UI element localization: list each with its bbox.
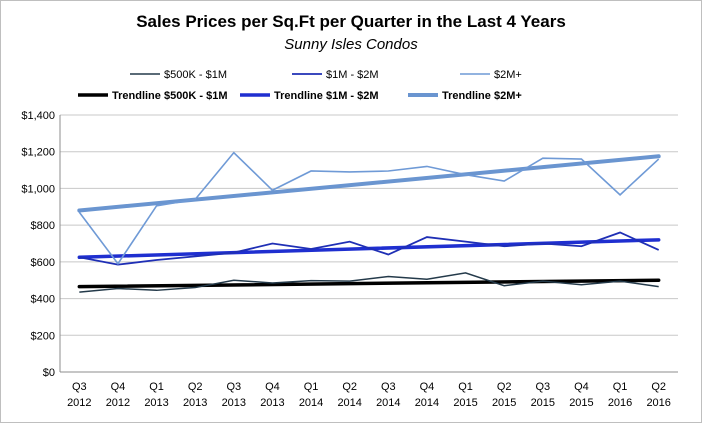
x-tick-label-year: 2015: [492, 397, 516, 409]
x-tick-label-quarter: Q3: [535, 381, 550, 393]
x-tick-label-quarter: Q2: [188, 381, 203, 393]
x-tick-label-quarter: Q1: [458, 381, 473, 393]
y-tick-label: $0: [43, 367, 55, 379]
x-tick-label-year: 2014: [376, 397, 400, 409]
x-tick-label-year: 2013: [260, 397, 284, 409]
x-tick-label-year: 2015: [453, 397, 477, 409]
legend-label: Trendline $1M - $2M: [274, 90, 379, 102]
x-tick-label-quarter: Q2: [497, 381, 512, 393]
x-tick-label-quarter: Q3: [381, 381, 396, 393]
x-tick-label-year: 2012: [106, 397, 130, 409]
y-tick-label: $600: [31, 257, 55, 269]
chart-subtitle: Sunny Isles Condos: [284, 36, 418, 53]
y-tick-label: $1,000: [21, 183, 55, 195]
x-tick-label-quarter: Q3: [72, 381, 87, 393]
legend-label: $500K - $1M: [164, 69, 227, 81]
x-tick-label-year: 2012: [67, 397, 91, 409]
x-tick-label-year: 2014: [299, 397, 323, 409]
chart-title: Sales Prices per Sq.Ft per Quarter in th…: [136, 12, 566, 31]
trendline: [77, 278, 661, 289]
x-tick-label-quarter: Q4: [574, 381, 589, 393]
x-tick-label-year: 2016: [608, 397, 632, 409]
series-line: [79, 231, 660, 266]
legend-label: Trendline $500K - $1M: [112, 90, 228, 102]
y-tick-label: $800: [31, 220, 55, 232]
x-tick-label-quarter: Q1: [613, 381, 628, 393]
x-tick-label-year: 2016: [646, 397, 670, 409]
x-tick-label-quarter: Q2: [342, 381, 357, 393]
x-tick-label-year: 2013: [222, 397, 246, 409]
x-tick-label-quarter: Q1: [149, 381, 164, 393]
y-tick-label: $400: [31, 294, 55, 306]
x-tick-label-quarter: Q4: [420, 381, 435, 393]
legend-label: $2M+: [494, 69, 522, 81]
x-tick-label-year: 2015: [531, 397, 555, 409]
series-line: [78, 151, 660, 266]
x-tick-label-quarter: Q4: [111, 381, 126, 393]
x-tick-label-year: 2013: [183, 397, 207, 409]
x-tick-label-quarter: Q1: [304, 381, 319, 393]
y-tick-label: $1,200: [21, 147, 55, 159]
y-tick-label: $1,400: [21, 110, 55, 122]
y-tick-label: $200: [31, 330, 55, 342]
x-tick-label-quarter: Q2: [651, 381, 666, 393]
x-tick-label-quarter: Q4: [265, 381, 280, 393]
trendline: [77, 154, 661, 213]
x-tick-label-year: 2013: [144, 397, 168, 409]
x-tick-label-year: 2015: [569, 397, 593, 409]
x-tick-label-quarter: Q3: [226, 381, 241, 393]
x-tick-label-year: 2014: [415, 397, 439, 409]
x-tick-label-year: 2014: [337, 397, 361, 409]
legend-label: Trendline $2M+: [442, 90, 522, 102]
series-line: [79, 272, 659, 293]
legend-label: $1M - $2M: [326, 69, 379, 81]
